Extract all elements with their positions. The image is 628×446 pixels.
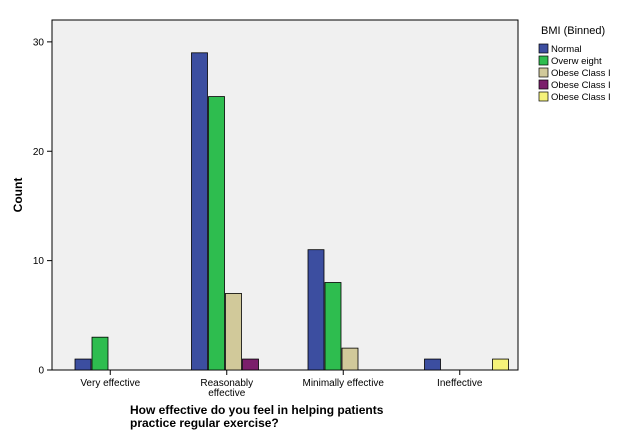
legend-label: Obese Class I xyxy=(551,68,611,79)
bar-1-0 xyxy=(191,52,208,371)
bar-2-0 xyxy=(307,249,325,371)
x-tick-label: Ineffective xyxy=(437,378,483,389)
y-tick-label: 20 xyxy=(33,147,45,158)
bar-3-4 xyxy=(492,358,509,371)
category-labels: Very effective Reasonably effective Minimal… xyxy=(80,378,483,399)
legend-label: Overw eight xyxy=(551,56,602,67)
legend-title: BMI (Binned) xyxy=(541,25,605,37)
bars-group xyxy=(74,52,509,371)
legend-swatch xyxy=(538,55,549,66)
bar-0-0 xyxy=(74,358,92,371)
x-axis-title: How effective do you feel in helping pat… xyxy=(130,403,384,430)
y-tick-label: 0 xyxy=(38,366,44,377)
bar-0-1 xyxy=(91,336,109,371)
ticks-group: 0 10 20 30 xyxy=(33,37,461,377)
legend-label: Obese Class I xyxy=(551,80,611,91)
legend-label: Normal xyxy=(551,44,582,55)
x-tick-label: Reasonably effective xyxy=(200,378,253,399)
bar-3-0 xyxy=(424,358,441,371)
y-tick-label: 10 xyxy=(33,256,45,267)
bar-1-1 xyxy=(208,96,225,371)
legend-swatch xyxy=(538,91,549,102)
x-tick-label: Minimally effective xyxy=(302,378,384,389)
legend-label: Obese Class I xyxy=(551,92,611,103)
bar-2-2 xyxy=(341,347,359,371)
bar-1-3 xyxy=(242,358,259,371)
legend-swatch xyxy=(538,79,549,90)
legend-swatch xyxy=(538,43,549,54)
legend-swatch xyxy=(538,67,549,78)
bar-2-1 xyxy=(324,282,342,371)
bar-1-2 xyxy=(225,293,242,371)
y-axis-title: Count xyxy=(11,178,25,213)
x-tick-label: Very effective xyxy=(80,378,140,389)
y-tick-label: 30 xyxy=(33,37,45,48)
plot-area xyxy=(51,19,519,371)
